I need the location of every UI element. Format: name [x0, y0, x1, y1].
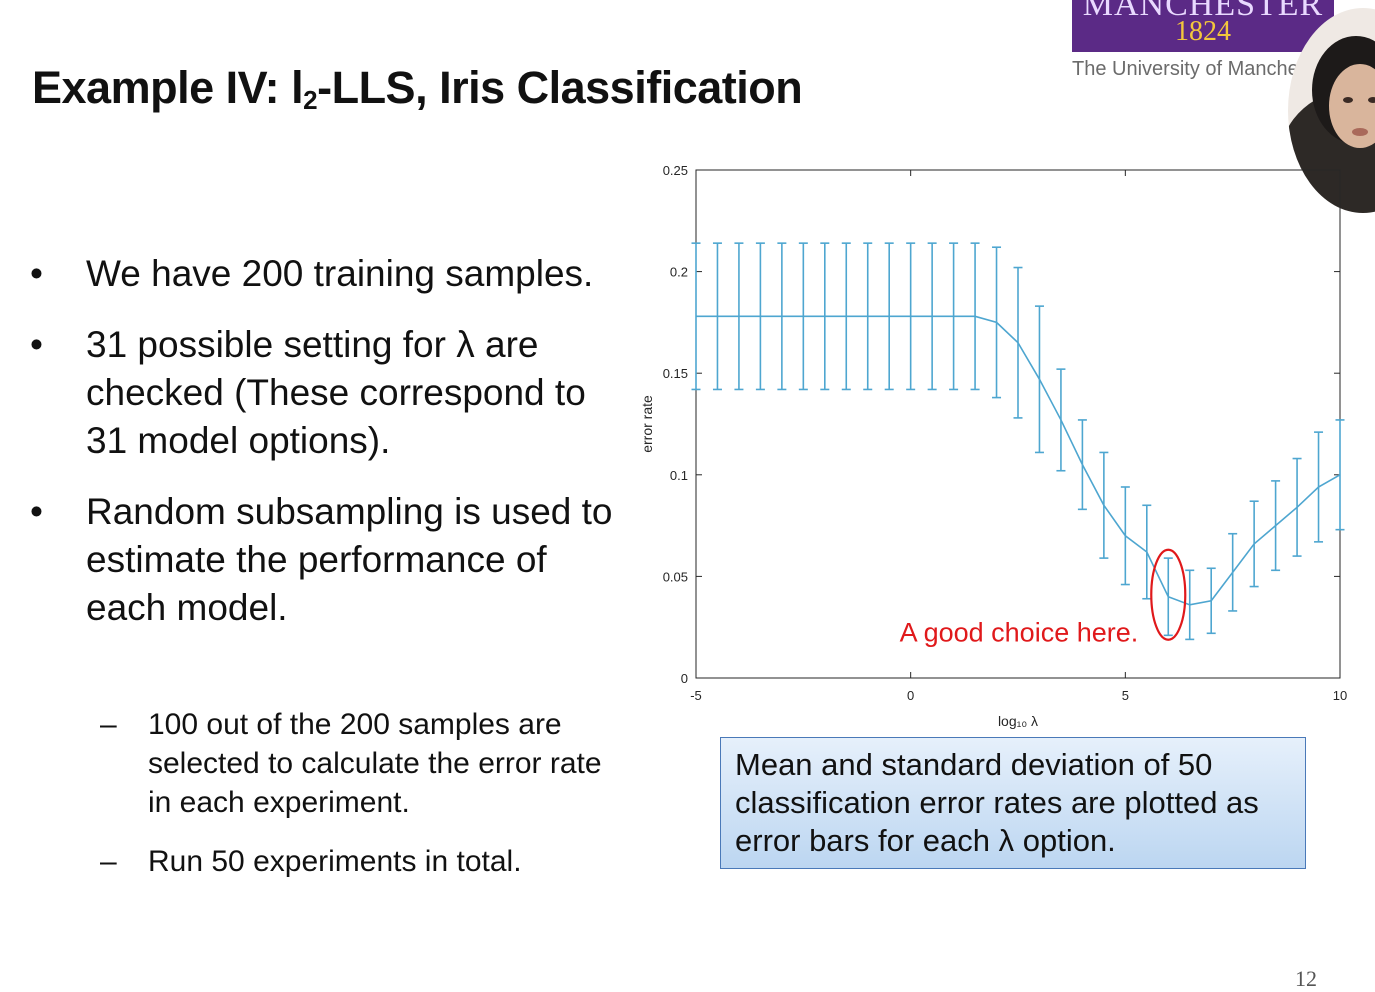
- x-axis-label: log₁₀ λ: [998, 713, 1038, 729]
- y-tick-label: 0: [681, 671, 688, 686]
- x-tick-label: 10: [1333, 688, 1347, 703]
- caption-box: Mean and standard deviation of 50 classi…: [720, 737, 1306, 869]
- x-tick-label: -5: [690, 688, 702, 703]
- logo-word: MANCHESTER: [1082, 0, 1324, 23]
- x-tick-label: 0: [907, 688, 914, 703]
- y-tick-label: 0.05: [663, 569, 688, 584]
- annotation-text: A good choice here.: [900, 617, 1139, 647]
- y-tick-label: 0.2: [670, 265, 688, 280]
- page-number: 12: [1295, 966, 1317, 991]
- y-axis-label: error rate: [639, 395, 655, 453]
- bullet-item: • Random subsampling is used to estimate …: [30, 491, 613, 628]
- plot-frame: [695, 169, 1341, 679]
- mean-error-line: [696, 315, 1341, 606]
- bullet-item: • 31 possible setting for λ are checked (…: [30, 324, 586, 461]
- slide-title: Example IV: l2-LLS, Iris Classification: [32, 62, 803, 115]
- bullet-item: • We have 200 training samples.: [30, 253, 594, 294]
- bullet-list: • We have 200 training samples. • 31 possi…: [30, 250, 620, 655]
- sub-bullet-list: –100 out of the 200 samples are selected…: [100, 705, 620, 901]
- y-tick-label: 0.15: [663, 366, 688, 381]
- logo-year: 1824: [1175, 16, 1231, 47]
- university-logo: MANCHESTER 1824: [1072, 0, 1334, 52]
- y-tick-label: 0.25: [663, 163, 688, 178]
- x-tick-label: 5: [1122, 688, 1129, 703]
- sub-bullet-item: –100 out of the 200 samples are selected…: [100, 708, 602, 819]
- y-tick-label: 0.1: [670, 468, 688, 483]
- sub-bullet-item: – Run 50 experiments in total.: [100, 845, 522, 878]
- highlight-ellipse: [1150, 548, 1187, 641]
- university-name: The University of Manchester: [1072, 58, 1302, 80]
